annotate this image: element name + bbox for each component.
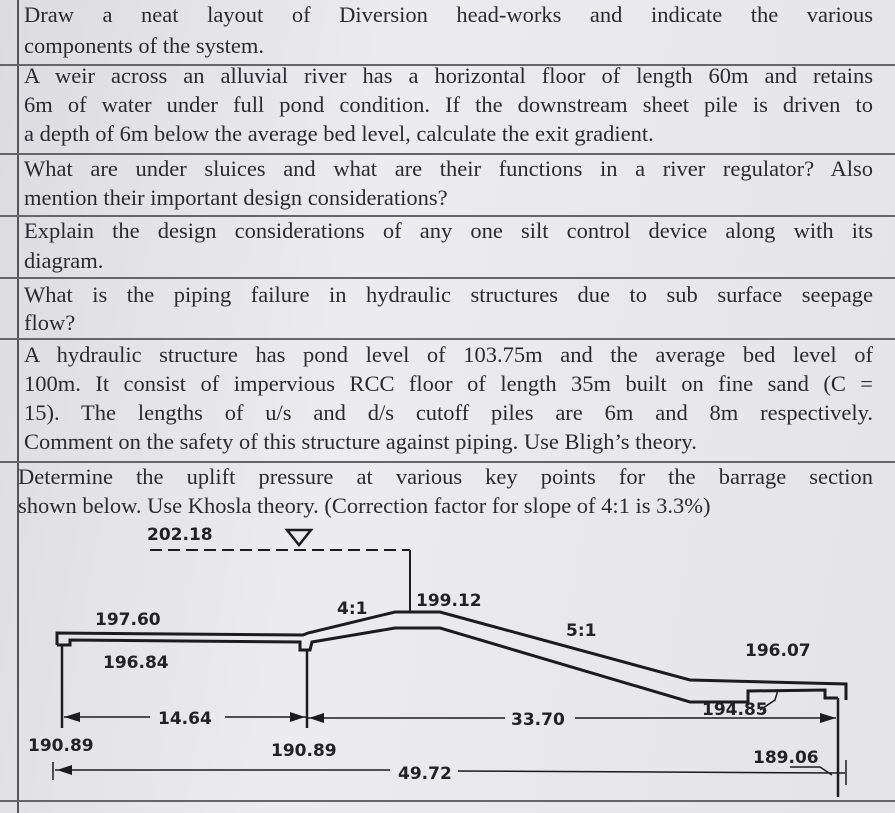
label-ds-pile: 189.06 — [753, 748, 819, 768]
question-text: A hydraulic structure has pond level of … — [24, 342, 873, 367]
arrowhead — [290, 712, 305, 722]
label-ds-floor-bottom: 194.85 — [702, 700, 768, 720]
question-text: flow? — [24, 310, 76, 335]
question-text: Explain the design considerations of any… — [24, 218, 873, 243]
label-ds-floor-top: 196.07 — [745, 641, 811, 661]
margin-line — [17, 0, 19, 813]
divider — [0, 215, 895, 217]
divider — [0, 461, 895, 463]
question-text: shown below. Use Khosla theory. (Correct… — [18, 493, 711, 518]
dimension-line — [64, 716, 836, 719]
label-dim-us: 14.64 — [158, 709, 212, 729]
dimension-tick — [52, 760, 847, 785]
label-dim-ds: 33.70 — [511, 710, 565, 730]
label-mid-pile: 190.89 — [271, 741, 337, 761]
question-text: mention their important design considera… — [24, 185, 448, 210]
arrowhead — [57, 765, 72, 775]
water-level-triangle — [284, 528, 314, 548]
pointer-arrow — [790, 766, 833, 776]
divider — [0, 338, 895, 340]
divider — [0, 153, 895, 155]
label-us-pile: 190.89 — [28, 736, 94, 756]
question-text: What are under sluices and what are thei… — [24, 156, 873, 181]
divider — [0, 800, 895, 802]
pointer-arrow — [759, 689, 779, 711]
arrowhead — [64, 712, 80, 722]
arrowhead — [309, 713, 324, 723]
question-text: Draw a neat layout of Diversion head-wor… — [24, 2, 873, 27]
arrowhead — [820, 713, 836, 723]
question-text: Determine the uplift pressure at various… — [18, 464, 873, 489]
divider — [0, 64, 895, 66]
question-text: A weir across an alluvial river has a ho… — [24, 63, 873, 88]
label-us-floor-bottom: 196.84 — [103, 653, 169, 673]
question-text: 6m of water under full pond condition. I… — [24, 92, 873, 117]
question-text: diagram. — [24, 248, 104, 273]
question-text: a depth of 6m below the average bed leve… — [24, 121, 654, 146]
label-us-floor-top: 197.60 — [95, 610, 161, 630]
question-text: What is the piping failure in hydraulic … — [24, 282, 873, 307]
divider — [0, 277, 895, 279]
label-us-slope: 4:1 — [337, 599, 367, 619]
label-ds-slope: 5:1 — [566, 621, 596, 641]
dimension-line — [55, 769, 846, 774]
question-text: 15). The lengths of u/s and d/s cutoff p… — [24, 400, 873, 425]
floor-bottom-profile — [57, 626, 838, 704]
label-dim-total: 49.72 — [398, 764, 452, 784]
question-text: Comment on the safety of this structure … — [24, 429, 697, 454]
floor-top-profile — [55, 610, 848, 700]
label-water-level: 202.18 — [147, 525, 213, 545]
label-crest: 199.12 — [416, 591, 482, 611]
question-text: components of the system. — [24, 33, 264, 58]
question-text: 100m. It consist of impervious RCC floor… — [24, 371, 873, 396]
